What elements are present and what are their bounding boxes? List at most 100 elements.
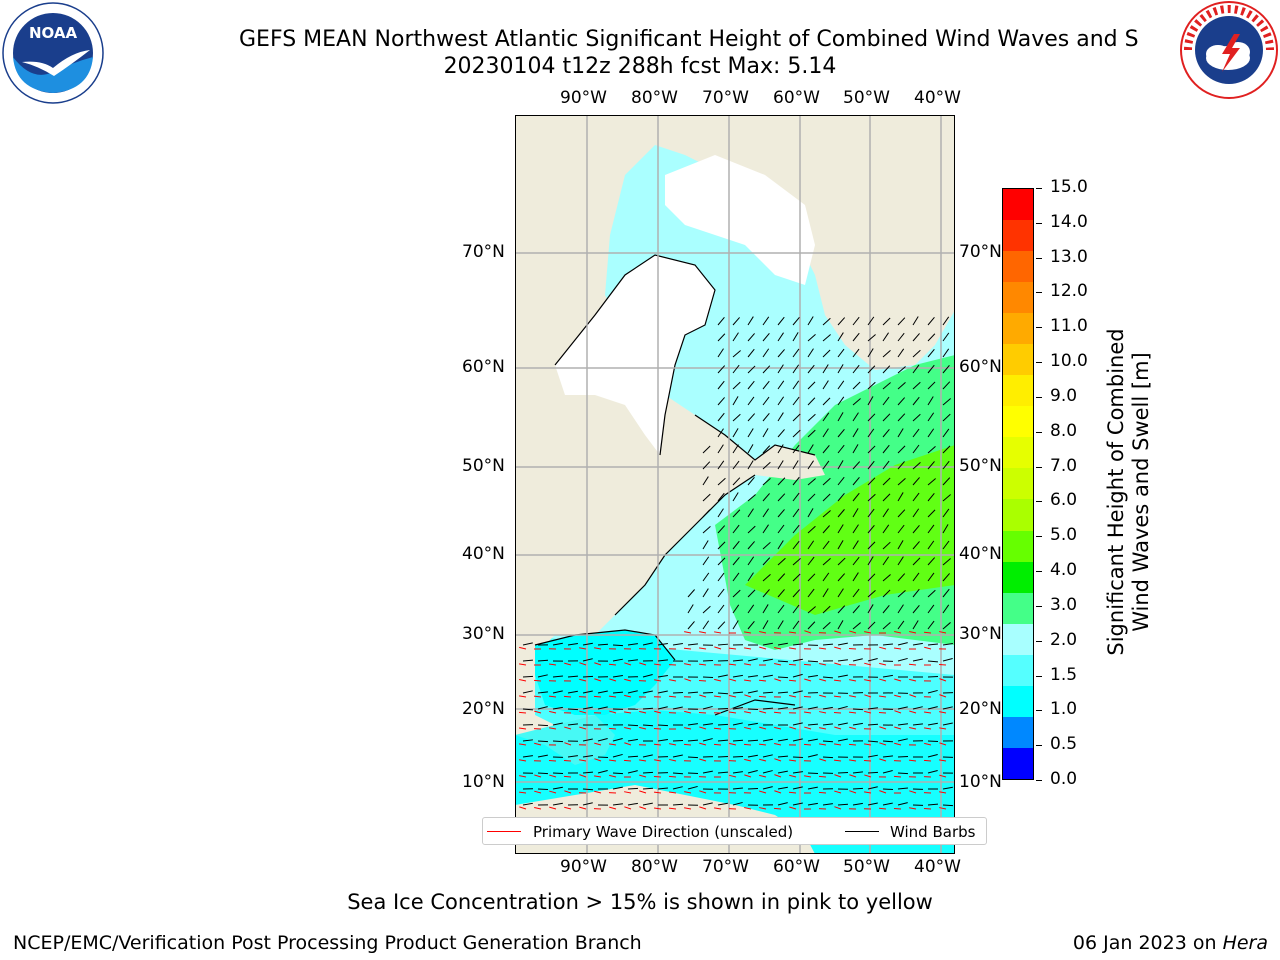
wind-barb <box>942 604 950 614</box>
wind-barb <box>552 675 564 678</box>
wind-barb <box>717 397 725 406</box>
wave-direction-arrow <box>773 807 782 810</box>
wind-barb <box>927 478 936 486</box>
colorbar-label-line2: Wind Waves and Swell [m] <box>1129 352 1153 632</box>
wave-direction-arrow <box>834 662 842 666</box>
wind-barb <box>642 787 654 790</box>
wave-direction-legend-line <box>487 831 521 832</box>
wind-barb <box>912 620 919 630</box>
wind-barb <box>852 428 859 438</box>
wind-barb <box>612 753 623 758</box>
wind-barb <box>927 396 934 406</box>
wave-direction-arrow <box>519 759 527 762</box>
wave-direction-arrow <box>713 743 722 746</box>
lat-label-right-5: 20°N <box>959 699 1002 719</box>
wind-barb <box>522 690 533 694</box>
wind-barb <box>612 644 624 647</box>
wave-direction-arrow <box>789 647 797 650</box>
wave-direction-arrow <box>759 790 767 794</box>
wind-barb <box>882 493 891 502</box>
wind-barb <box>747 604 755 614</box>
wind-barb <box>522 802 533 806</box>
wind-barb <box>882 317 891 326</box>
wind-barb <box>807 660 819 663</box>
wind-barb <box>777 604 785 614</box>
wave-direction-arrow <box>624 711 632 714</box>
wave-direction-arrow <box>878 695 887 698</box>
wind-barb <box>642 707 654 710</box>
wind-barb <box>867 477 876 486</box>
wind-barb <box>792 604 800 614</box>
lat-label-right-2: 50°N <box>959 456 1002 476</box>
wind-barb <box>822 676 834 679</box>
wind-barb <box>792 620 800 630</box>
wind-barb <box>942 508 950 518</box>
wind-barb <box>927 333 936 342</box>
wind-barb <box>792 786 803 790</box>
wave-direction-arrow <box>894 742 902 746</box>
wind-barb <box>837 540 844 550</box>
wave-direction-arrow <box>639 806 647 810</box>
wind-barb <box>897 620 905 630</box>
wind-barb <box>897 428 904 438</box>
wind-barb <box>867 802 878 806</box>
wind-barb <box>792 706 803 710</box>
wind-barb <box>717 365 726 374</box>
wave-direction-arrow <box>774 774 782 778</box>
wind-barb <box>627 787 639 790</box>
wind-barb <box>777 707 788 710</box>
wave-direction-arrow <box>744 631 752 634</box>
wind-barb <box>792 348 800 358</box>
wind-barb <box>747 541 755 550</box>
wind-barb <box>537 724 549 727</box>
generation-date-text: 06 Jan 2023 on <box>1072 932 1223 954</box>
wave-direction-arrow <box>744 711 752 714</box>
wind-barb <box>852 348 860 358</box>
wind-barb <box>567 643 578 646</box>
wave-direction-arrow <box>939 631 947 634</box>
wave-direction-arrow <box>893 775 902 778</box>
wind-barb <box>687 772 699 775</box>
wave-direction-arrow <box>519 663 527 666</box>
lon-label-top-1: 80°W <box>631 88 678 108</box>
wind-barb <box>867 771 879 774</box>
wind-barb <box>717 333 726 342</box>
wind-barb <box>537 754 548 758</box>
wave-direction-arrow <box>608 663 617 666</box>
wind-barb <box>747 316 754 326</box>
wave-direction-arrow <box>848 743 857 746</box>
wind-barb <box>927 524 935 534</box>
wave-direction-arrow <box>564 806 572 810</box>
lat-label-left-5: 20°N <box>462 699 505 719</box>
wind-barb <box>747 739 759 742</box>
wind-barb <box>852 477 860 486</box>
wave-direction-arrow <box>909 678 917 682</box>
colorbar-tick <box>1036 640 1042 642</box>
wave-direction-arrow <box>699 647 707 650</box>
wave-direction-arrow <box>609 678 617 682</box>
wind-barb <box>897 366 906 374</box>
wind-barb <box>717 755 729 758</box>
wind-barb <box>777 380 785 390</box>
wind-barb <box>792 738 803 742</box>
wave-direction-arrow <box>624 791 632 794</box>
wind-barb <box>927 803 939 806</box>
wind-barb <box>702 738 713 742</box>
wind-barb <box>747 460 754 470</box>
wave-direction-arrow <box>848 711 857 714</box>
wave-direction-arrow <box>924 646 932 650</box>
wind-barb <box>927 412 935 422</box>
wind-barb <box>897 477 906 486</box>
wind-barb <box>732 428 739 438</box>
wave-direction-arrow <box>833 695 842 698</box>
wind-barb <box>897 445 906 454</box>
wind-barb <box>732 396 739 406</box>
wind-barb <box>837 364 844 374</box>
wind-barb <box>567 675 579 678</box>
lon-label-bottom-0: 90°W <box>560 857 607 877</box>
wave-direction-arrow <box>909 790 917 794</box>
colorbar-tick <box>1036 780 1042 781</box>
wind-barb <box>867 541 876 550</box>
wind-barb <box>717 444 724 454</box>
wind-barb <box>777 691 789 694</box>
